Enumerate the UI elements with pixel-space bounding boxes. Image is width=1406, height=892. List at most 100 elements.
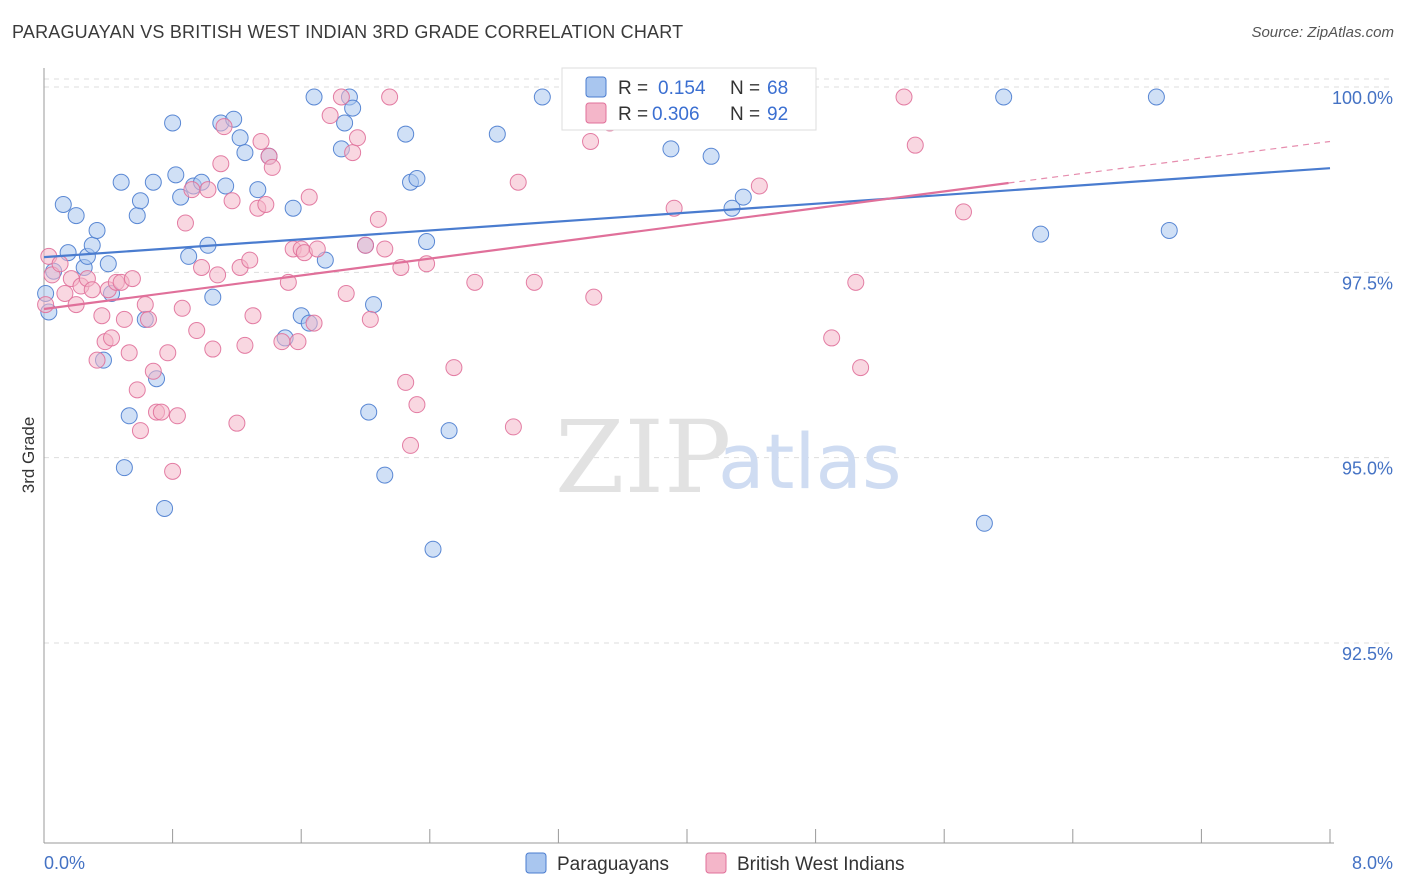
point-0-19: [144, 173, 162, 191]
point-0-63: [975, 514, 993, 532]
point-0-21: [156, 499, 174, 517]
legend-n-label-2: N =: [730, 104, 760, 125]
x-tick-label-min: 0.0%: [44, 853, 85, 873]
point-1-9: [83, 281, 101, 299]
point-1-62: [337, 284, 355, 302]
point-1-18: [120, 344, 138, 362]
bottom-legend-swatch-british-west-indians: [705, 852, 727, 874]
point-1-67: [369, 210, 387, 228]
legend-swatch-blue: [585, 76, 607, 98]
bottom-legend-label-british-west-indians: British West Indians: [737, 854, 905, 875]
point-1-75: [445, 359, 463, 377]
legend-r-value-2: 0.306: [652, 104, 700, 125]
point-1-85: [750, 177, 768, 195]
trend-line-0: [43, 167, 1331, 259]
point-1-34: [193, 259, 211, 277]
point-1-36: [204, 340, 222, 358]
legend-n-value-2: 92: [767, 104, 788, 125]
point-1-0: [37, 296, 55, 314]
point-0-5: [67, 207, 85, 225]
point-0-11: [99, 255, 117, 273]
point-1-68: [376, 240, 394, 258]
watermark-zip: ZIP: [555, 399, 731, 516]
point-1-66: [361, 310, 379, 328]
point-1-91: [954, 203, 972, 221]
point-0-51: [397, 125, 415, 143]
point-1-30: [173, 299, 191, 317]
point-0-3: [54, 195, 72, 213]
point-1-58: [305, 314, 323, 332]
point-0-55: [424, 540, 442, 558]
legend-n-label-1: N =: [730, 78, 760, 99]
point-1-78: [509, 173, 527, 191]
y-tick-label-2: 97.5%: [1342, 273, 1393, 293]
point-1-35: [199, 181, 217, 199]
point-0-31: [217, 177, 235, 195]
point-1-86: [823, 329, 841, 347]
bottom-legend-swatch-paraguayans: [525, 852, 547, 874]
point-0-59: [662, 140, 680, 158]
point-1-54: [289, 333, 307, 351]
point-0-9: [88, 221, 106, 239]
point-0-41: [305, 88, 323, 106]
trend-line-1: [43, 181, 1009, 311]
point-0-23: [167, 166, 185, 184]
legend-n-value-1: 68: [767, 78, 788, 99]
point-0-50: [376, 466, 394, 484]
point-1-29: [168, 407, 186, 425]
point-0-35: [249, 181, 267, 199]
point-0-17: [131, 192, 149, 210]
point-1-72: [402, 436, 420, 454]
point-0-34: [236, 144, 254, 162]
point-1-3: [51, 255, 69, 273]
point-1-77: [504, 418, 522, 436]
y-axis-title: 3rd Grade: [19, 417, 38, 494]
point-1-79: [525, 273, 543, 291]
point-1-14: [103, 329, 121, 347]
point-1-32: [183, 181, 201, 199]
point-1-31: [176, 214, 194, 232]
point-1-87: [847, 273, 865, 291]
legend-box: R = 0.154 N = 68 R = 0.306 N = 92: [561, 67, 817, 131]
watermark-atlas: atlas: [718, 417, 902, 506]
point-1-22: [136, 296, 154, 314]
point-1-17: [115, 310, 133, 328]
point-0-8: [83, 236, 101, 254]
point-1-26: [152, 403, 170, 421]
point-0-44: [336, 114, 354, 132]
point-0-56: [440, 422, 458, 440]
point-0-49: [365, 296, 383, 314]
point-1-88: [852, 359, 870, 377]
point-1-28: [164, 462, 182, 480]
point-1-19: [123, 270, 141, 288]
point-1-69: [381, 88, 399, 106]
point-1-90: [906, 136, 924, 154]
point-0-66: [1147, 88, 1165, 106]
point-1-47: [252, 132, 270, 150]
point-0-58: [533, 88, 551, 106]
point-0-60: [702, 147, 720, 165]
point-1-64: [348, 129, 366, 147]
chart-title: PARAGUAYAN VS BRITISH WEST INDIAN 3RD GR…: [12, 22, 684, 42]
point-0-38: [284, 199, 302, 217]
y-tick-label-3: 100.0%: [1332, 88, 1393, 108]
point-0-14: [115, 459, 133, 477]
point-1-41: [228, 414, 246, 432]
point-0-57: [488, 125, 506, 143]
point-1-23: [139, 310, 157, 328]
axes: [43, 68, 1334, 844]
legend-r-label-2: R =: [618, 104, 648, 125]
point-0-13: [112, 173, 130, 191]
point-1-81: [585, 288, 603, 306]
point-1-61: [332, 88, 350, 106]
point-0-25: [180, 247, 198, 265]
point-1-44: [241, 251, 259, 269]
point-1-71: [397, 373, 415, 391]
point-0-16: [128, 207, 146, 225]
trend-line-extension-1: [1008, 140, 1331, 184]
gridlines: [44, 78, 1394, 644]
point-1-11: [93, 307, 111, 325]
point-0-54: [418, 233, 436, 251]
point-0-64: [995, 88, 1013, 106]
